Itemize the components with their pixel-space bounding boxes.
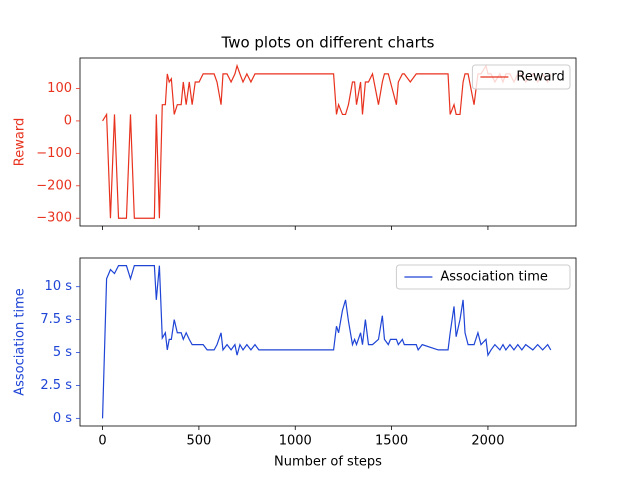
x-tick-label: 0 (98, 434, 106, 449)
x-tick-label: 500 (186, 434, 211, 449)
y-tick-label: 0 s (53, 411, 72, 426)
y-tick-label: 0 (64, 113, 72, 128)
legend-label: Reward (516, 70, 564, 85)
y-tick-label: 10 s (45, 279, 73, 294)
y-tick-label: −100 (36, 146, 72, 161)
x-tick-label: 2000 (471, 434, 504, 449)
y-tick-label: −300 (36, 211, 72, 226)
y-tick-label: 100 (47, 81, 72, 96)
y-axis-label: Association time (13, 288, 28, 396)
plot-frame (79, 57, 577, 227)
x-axis-label: Number of steps (274, 455, 382, 470)
legend-box (471, 64, 571, 90)
y-tick-label: −200 (36, 178, 72, 193)
x-tick-label: 1000 (279, 434, 312, 449)
x-tick-label: 1500 (375, 434, 408, 449)
plot-frame (79, 257, 577, 427)
legend-label: Association time (440, 270, 548, 285)
y-tick-label: 7.5 s (40, 312, 72, 327)
y-tick-label: 2.5 s (40, 378, 72, 393)
y-axis-label: Reward (13, 118, 28, 166)
y-tick-label: 5 s (53, 345, 72, 360)
series-line (101, 265, 552, 419)
figure-title: Two plots on different charts (221, 34, 435, 52)
legend-box (395, 264, 571, 290)
